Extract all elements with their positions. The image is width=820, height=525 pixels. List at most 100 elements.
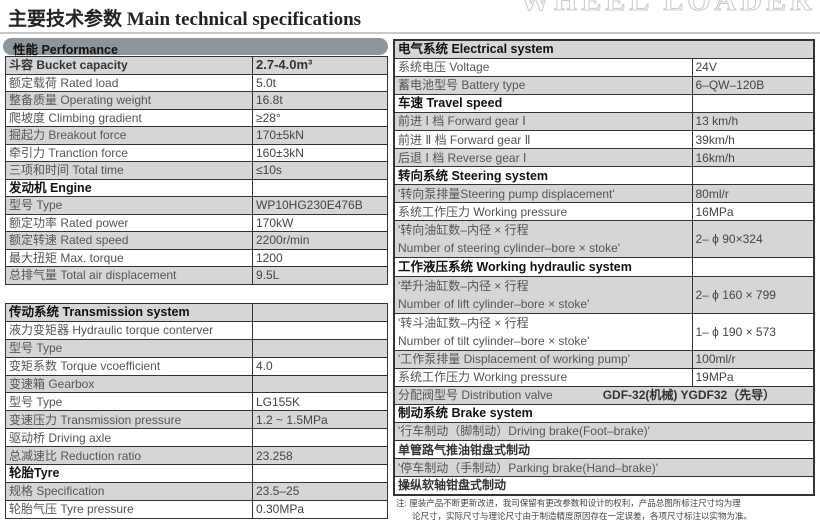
spec-label: 牵引力 Tranction force [5,143,253,162]
section-header-cell: 转向系统 Steering system [393,166,693,186]
table-row: 蓄电池型号 Battery type 6–QW–120B [393,75,815,95]
spec-value: 2– ϕ 160 × 799 [691,275,815,314]
label-text: 变矩系数 Torque vcoefficient [9,359,161,374]
spec-label: '转向油缸数–内径 × 行程 Number of steering cylinde… [393,220,693,259]
spec-value [691,93,815,113]
label-text: 发动机 Engine [9,180,92,195]
spec-value: 16km/h [691,148,815,168]
table-row: '转斗油缸数–内径 × 行程 Number of tilt cylinder–bo… [393,312,815,351]
spec-value: 24V [691,57,815,77]
spec-label: 后退 Ⅰ 档 Reverse gear Ⅰ [393,148,693,168]
footnote-line: 论尺寸，实际尺寸与理论尺寸由于制造精度原因存在一定误差，各项尺寸标注以实物为准。 [412,511,753,521]
table-row: 驱动桥 Driving axle [5,428,388,448]
spec-value [691,257,815,277]
table-row: 操纵软轴钳盘式制动 [393,476,815,496]
spec-label: 整备质量 Operating weight [5,91,253,110]
table-row: 电气系统 Electrical system [393,39,815,59]
spec-label: 系统工作压力 Working pressure [393,367,693,387]
table-row: 爬坡度 Climbing gradient ≥28° [5,108,388,127]
spec-value: 16MPa [691,202,815,222]
table-row: 分配阀型号 Distribution valve GDF-32(机械) YGDF3… [393,385,815,405]
label-text: 后退 Ⅰ 档 Reverse gear Ⅰ [398,150,527,165]
table-row: 轮胎气压 Tyre pressure 0.30MPa [5,499,388,519]
label-text: 分配阀型号 Distribution valve [398,388,553,403]
spec-label: 前进 Ⅱ 档 Forward gear Ⅱ [393,129,693,150]
spec-value: 23.5–25 [252,481,388,501]
label-text: 变速压力 Transmission pressure [9,412,182,427]
title-divider [0,32,820,34]
label-text: 额定载荷 Rated load [9,75,119,90]
spec-value: LG155K [252,392,388,412]
spec-value: 100ml/r [691,349,815,369]
table-row: 车速 Travel speed [393,93,815,113]
label-text: 变速箱 Gearbox [9,377,95,391]
spec-label: 额定载荷 Rated load [5,73,253,92]
table-row: 系统工作压力 Working pressure 16MPa [393,202,815,222]
label-text: 前进 Ⅰ 档 Forward gear Ⅰ [398,114,526,129]
spec-label: 爬坡度 Climbing gradient [5,108,253,127]
page-title: 主要技术参数 Main technical specifications [8,9,362,30]
label-text: 轮胎气压 Tyre pressure [9,502,134,517]
label-text-en: Number of steering cylinder–bore × stoke… [398,241,621,256]
spec-value [252,338,388,358]
spec-label: 系统电压 Voltage [393,57,693,77]
label-text: 掘起力 Breakout force [9,128,127,143]
table-row: '转向油缸数–内径 × 行程 Number of steering cylinde… [393,220,815,259]
spec-value: 1– ϕ 190 × 573 [691,312,815,351]
spec-value: 80ml/r [691,184,815,204]
performance-section-header: 性能 Performance [3,38,388,57]
transmission-table: 传动系统 Transmission system 液力变矩器 Hydraulic … [5,303,388,519]
table-row: 制动系统 Brake system [393,403,815,423]
spec-label: 三项和时间 Total time [5,161,253,180]
table-row: 转向系统 Steering system [393,166,815,186]
spec-label: '行车制动（脚制动）Driving brake(Foot–brake)' [393,421,815,442]
spec-label: 最大扭矩 Max. torque [5,248,253,267]
table-row: 变速箱 Gearbox [5,374,388,394]
label-text: 型号 Type [9,341,63,356]
table-row: 额定转速 Rated speed 2200r/min [5,231,388,250]
spec-value: 1.2 ~ 1.5MPa [252,410,388,430]
table-row: 变矩系数 Torque vcoefficient 4.0 [5,356,388,376]
table-row: 单管路气推油钳盘式制动 [393,439,815,460]
table-row: 总排气量 Total air displacement 9.5L [5,266,388,285]
spec-value [252,303,388,322]
table-row: '工作泵排量 Displacement of working pump' 100m… [393,349,815,369]
label-text: 斗容 Bucket capacity [9,58,128,73]
performance-header-label: 性能 Performance [13,43,118,57]
label-text: 制动系统 Brake system [398,406,533,421]
spec-label: 总减速比 Reduction ratio [5,446,253,466]
table-row: 前进 Ⅰ 档 Forward gear Ⅰ 13 km/h [393,111,815,131]
spec-label: 型号 Type [5,196,253,215]
label-text: 牵引力 Tranction force [9,145,128,160]
table-row: '行车制动（脚制动）Driving brake(Foot–brake)' [393,421,815,442]
table-row: 牵引力 Tranction force 160±3kN [5,143,388,162]
section-header-cell: 车速 Travel speed [393,93,693,113]
spec-label: 单管路气推油钳盘式制动 [393,439,815,460]
table-row: 传动系统 Transmission system [5,303,388,322]
spec-value: 13 km/h [691,111,815,131]
label-text: 操纵软轴钳盘式制动 [398,478,507,493]
spec-label: 轮胎气压 Tyre pressure [5,499,253,519]
label-text: 系统工作压力 Working pressure [398,204,568,219]
label-text: 型号 Type [9,198,63,213]
spec-label: 蓄电池型号 Battery type [393,75,693,95]
spec-value [252,428,388,448]
spec-label: '工作泵排量 Displacement of working pump' [393,349,693,369]
table-row: 掘起力 Breakout force 170±5kN [5,126,388,145]
table-row: '停车制动（手制动）Parking brake(Hand–brake)' [393,458,815,478]
footnote-line: 注: 厘装产品不断更新改进，我司保留有更改参数和设计的权利，产品总图所标注尺寸均… [396,498,741,508]
spec-value: 160±3kN [252,143,388,162]
spec-label: 驱动桥 Driving axle [5,428,253,448]
label-text: 驱动桥 Driving axle [9,430,112,445]
spec-label: '转向泵排量Steering pump displacement' [393,184,693,204]
table-row: 整备质量 Operating weight 16.8t [5,91,388,110]
spec-value: 23.258 [252,446,388,466]
label-text: '行车制动（脚制动）Driving brake(Foot–brake)' [398,424,650,439]
label-text: 总减速比 Reduction ratio [9,448,142,463]
label-text: 额定功率 Rated power [9,215,129,230]
spec-value: 2200r/min [252,231,388,250]
label-text: '转向油缸数–内径 × 行程 [398,223,529,238]
label-text: 传动系统 Transmission system [9,305,190,320]
table-row: 规格 Specification 23.5–25 [5,481,388,501]
spec-value [252,320,388,340]
